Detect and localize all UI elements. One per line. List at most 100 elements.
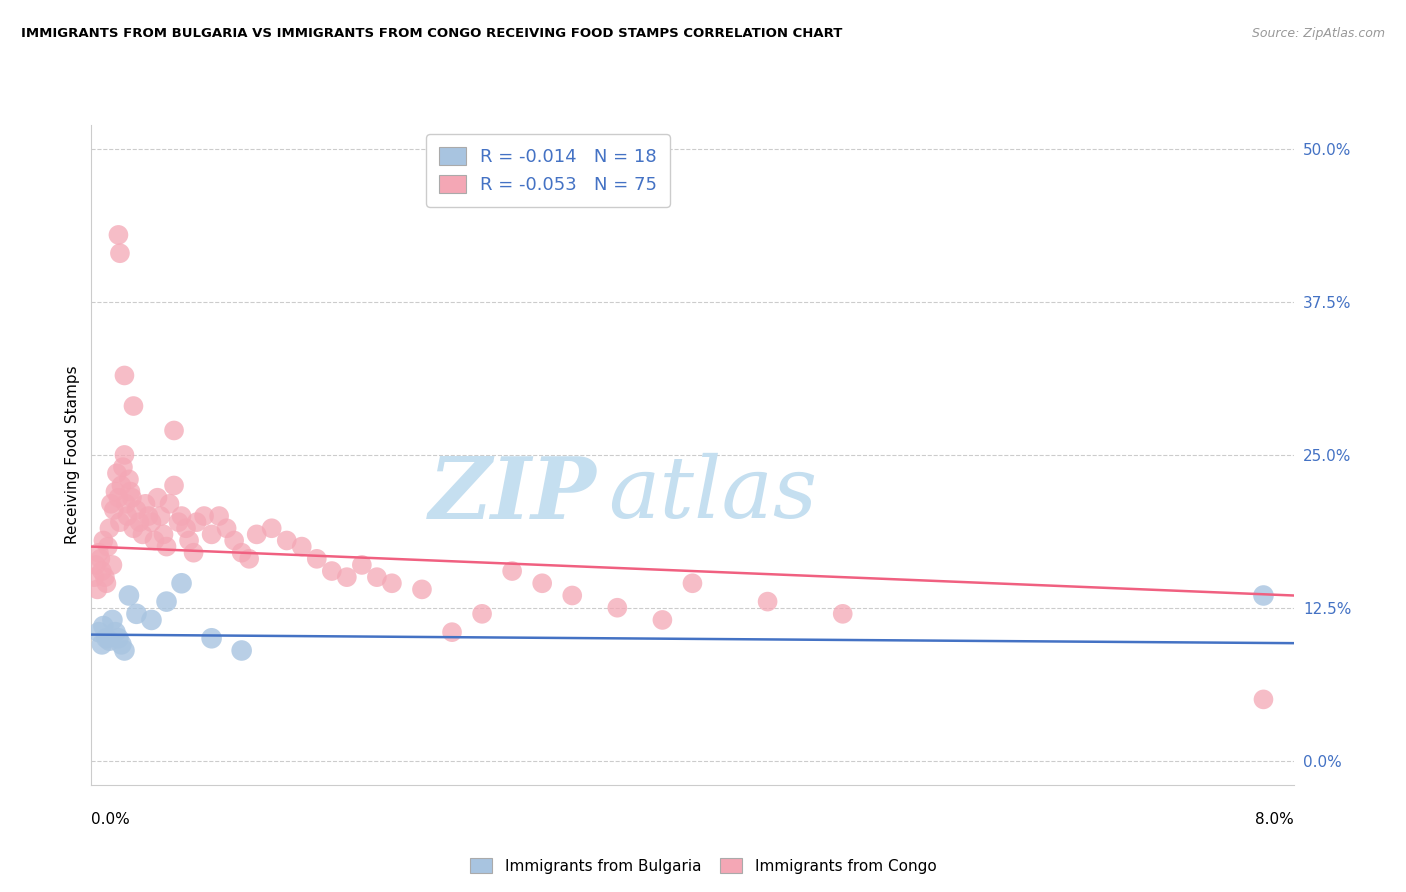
Point (501, 564, 523, 578)
Text: ZIP: ZIP (429, 453, 596, 536)
Point (167, 515, 190, 529)
Point (246, 527, 269, 541)
Point (84, 558, 107, 572)
Point (531, 576, 554, 591)
Point (100, 497, 122, 511)
Point (110, 478, 132, 492)
Point (177, 533, 200, 548)
Text: atlas: atlas (609, 453, 817, 536)
Point (86, 582, 108, 597)
Point (105, 467, 128, 481)
Point (291, 540, 314, 554)
Point (93, 619, 115, 633)
Text: Source: ZipAtlas.com: Source: ZipAtlas.com (1251, 27, 1385, 40)
Point (128, 515, 150, 529)
Point (201, 527, 224, 541)
Point (104, 484, 127, 499)
Point (561, 589, 583, 603)
Point (208, 509, 231, 524)
Point (96, 576, 118, 591)
Point (120, 484, 142, 499)
Point (606, 600, 628, 615)
Point (118, 589, 141, 603)
Point (96, 632, 118, 646)
Point (89, 551, 111, 566)
Point (193, 509, 215, 524)
Point (1253, 692, 1275, 706)
Point (87, 546, 110, 560)
Point (107, 491, 129, 505)
Text: 0.0%: 0.0% (91, 812, 131, 827)
Point (122, 399, 145, 413)
Point (134, 497, 156, 511)
Y-axis label: Receiving Food Stamps: Receiving Food Stamps (65, 366, 80, 544)
Point (186, 515, 208, 529)
Point (163, 478, 186, 492)
Point (149, 509, 172, 524)
Text: 8.0%: 8.0% (1254, 812, 1294, 827)
Point (107, 227, 129, 242)
Point (111, 460, 134, 475)
Point (411, 582, 433, 597)
Point (141, 515, 163, 529)
Point (125, 607, 148, 621)
Point (170, 576, 193, 591)
Point (231, 546, 253, 560)
Point (108, 515, 131, 529)
Point (107, 632, 129, 646)
Point (114, 448, 136, 462)
Point (97, 540, 120, 554)
Point (90, 564, 112, 578)
Point (305, 551, 328, 566)
Point (471, 607, 494, 621)
Point (260, 521, 283, 535)
Point (122, 521, 145, 535)
Point (103, 503, 125, 517)
Point (118, 472, 141, 486)
Text: IMMIGRANTS FROM BULGARIA VS IMMIGRANTS FROM CONGO RECEIVING FOOD STAMPS CORRELAT: IMMIGRANTS FROM BULGARIA VS IMMIGRANTS F… (21, 27, 842, 40)
Point (90, 637, 112, 651)
Point (101, 558, 124, 572)
Point (155, 594, 177, 608)
Point (94, 570, 117, 584)
Point (98, 521, 121, 535)
Point (117, 509, 139, 524)
Point (141, 613, 163, 627)
Point (115, 497, 138, 511)
Point (321, 564, 343, 578)
Point (146, 491, 169, 505)
Point (350, 558, 373, 572)
Point (231, 643, 253, 657)
Point (276, 533, 298, 548)
Point (336, 570, 359, 584)
Point (152, 527, 174, 541)
Point (101, 613, 124, 627)
Point (681, 576, 703, 591)
Point (651, 613, 673, 627)
Point (756, 594, 779, 608)
Legend: Immigrants from Bulgaria, Immigrants from Congo: Immigrants from Bulgaria, Immigrants fro… (464, 852, 942, 880)
Point (238, 551, 260, 566)
Point (108, 246, 131, 260)
Point (366, 570, 388, 584)
Point (215, 521, 238, 535)
Point (831, 607, 853, 621)
Point (93, 533, 115, 548)
Point (83, 570, 105, 584)
Point (174, 521, 197, 535)
Point (87, 625, 110, 640)
Point (125, 503, 148, 517)
Point (155, 540, 177, 554)
Point (114, 368, 136, 383)
Point (138, 509, 160, 524)
Point (440, 625, 463, 640)
Point (183, 546, 205, 560)
Point (381, 576, 404, 591)
Point (110, 637, 132, 651)
Point (104, 625, 127, 640)
Point (121, 491, 143, 505)
Point (1253, 589, 1275, 603)
Point (159, 497, 181, 511)
Point (143, 533, 166, 548)
Legend: R = -0.014   N = 18, R = -0.053   N = 75: R = -0.014 N = 18, R = -0.053 N = 75 (426, 134, 671, 207)
